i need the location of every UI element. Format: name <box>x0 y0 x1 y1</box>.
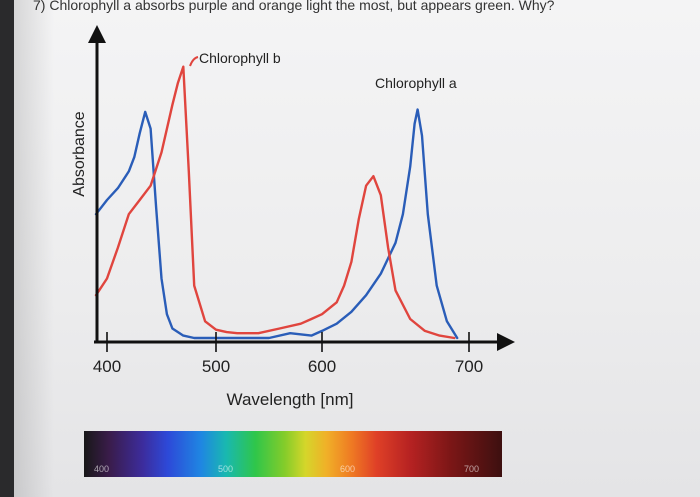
x-tick-label-700: 700 <box>455 357 483 376</box>
x-tick-label-500: 500 <box>202 357 230 376</box>
x-axis-label: Wavelength [nm] <box>227 390 354 409</box>
chlorophyll-b-peak-leader <box>189 56 199 67</box>
paper-sheet <box>14 0 700 497</box>
series-layer <box>94 65 459 340</box>
series-line-chlorophyll-b <box>94 65 456 340</box>
annotation-chlorophyll-b: Chlorophyll b <box>199 50 281 66</box>
series-line-chlorophyll-a <box>94 108 459 340</box>
x-tick-label-600: 600 <box>308 357 336 376</box>
question-text: 7) Chlorophyll a absorbs purple and oran… <box>33 0 555 13</box>
x-tick-label-400: 400 <box>93 357 121 376</box>
spectrum-label-600: 600 <box>340 464 356 474</box>
visible-spectrum-bar: 400 500 600 700 <box>84 431 502 477</box>
spectrum-gradient <box>84 431 502 477</box>
spectrum-label-700: 700 <box>464 464 480 474</box>
spectrum-label-500: 500 <box>218 464 234 474</box>
annotation-chlorophyll-a: Chlorophyll a <box>375 75 457 91</box>
tick-layer: 400 500 600 700 <box>93 56 483 376</box>
spectrum-label-400: 400 <box>94 464 110 474</box>
y-axis-label: Absorbance <box>71 111 88 196</box>
